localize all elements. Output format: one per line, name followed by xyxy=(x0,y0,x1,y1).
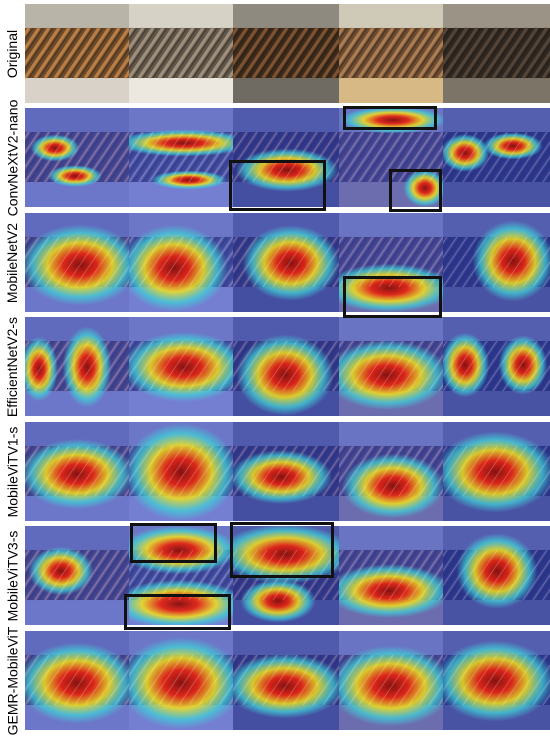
heatmap-image xyxy=(443,213,550,312)
row-label: MobileNetV2 xyxy=(0,213,24,312)
heatmap-image xyxy=(443,317,550,416)
heatmap-image xyxy=(443,108,550,207)
heatmap-image xyxy=(129,422,237,521)
heatmap-image xyxy=(25,422,133,521)
heatmap-image xyxy=(339,317,447,416)
heatmap-image xyxy=(339,108,447,207)
heatmap-image xyxy=(233,317,341,416)
highlight-box xyxy=(124,594,231,630)
row-label-text: ConvNeXtV2-nano xyxy=(4,99,20,216)
row-label-text: GEMR-MobileViT xyxy=(4,626,20,735)
heatmap-image xyxy=(339,631,447,730)
heatmap-image xyxy=(129,526,237,625)
heatmap-image xyxy=(129,317,237,416)
heatmap-image xyxy=(233,631,341,730)
original-image xyxy=(339,4,447,103)
row-label: Original xyxy=(0,4,24,103)
heatmap-image xyxy=(443,631,550,730)
heatmap-image xyxy=(339,422,447,521)
heatmap-image xyxy=(129,213,237,312)
row-label: MobileViTV3-s xyxy=(0,526,24,625)
row-label: GEMR-MobileViT xyxy=(0,626,24,735)
row-label: EfficientNetV2-s xyxy=(0,316,24,417)
row-label-text: MobileViTV3-s xyxy=(4,530,20,621)
heatmap-image xyxy=(443,526,550,625)
original-image xyxy=(443,4,550,103)
row-label-text: MobileViTV1-s xyxy=(4,426,20,517)
row-label-text: EfficientNetV2-s xyxy=(4,316,20,417)
heatmap-image xyxy=(25,108,133,207)
row-label: MobileViTV1-s xyxy=(0,422,24,521)
heatmap-image xyxy=(25,631,133,730)
highlight-box xyxy=(343,276,442,318)
highlight-box xyxy=(230,522,334,578)
heatmap-image xyxy=(339,526,447,625)
heatmap-image xyxy=(233,108,341,207)
row-label: ConvNeXtV2-nano xyxy=(0,99,24,216)
original-image xyxy=(233,4,341,103)
original-image xyxy=(129,4,237,103)
heatmap-image xyxy=(233,213,341,312)
heatmap-image xyxy=(129,631,237,730)
row-label-text: Original xyxy=(4,29,20,78)
heatmap-image xyxy=(443,422,550,521)
highlight-box xyxy=(343,106,437,130)
row-label-text: MobileNetV2 xyxy=(4,222,20,303)
highlight-box xyxy=(130,523,217,563)
highlight-box xyxy=(229,160,326,211)
heatmap-image xyxy=(129,108,237,207)
heatmap-image xyxy=(25,526,133,625)
heatmap-image xyxy=(233,422,341,521)
original-image xyxy=(25,4,133,103)
highlight-box xyxy=(389,169,442,212)
heatmap-image xyxy=(25,317,133,416)
heatmap-image xyxy=(25,213,133,312)
